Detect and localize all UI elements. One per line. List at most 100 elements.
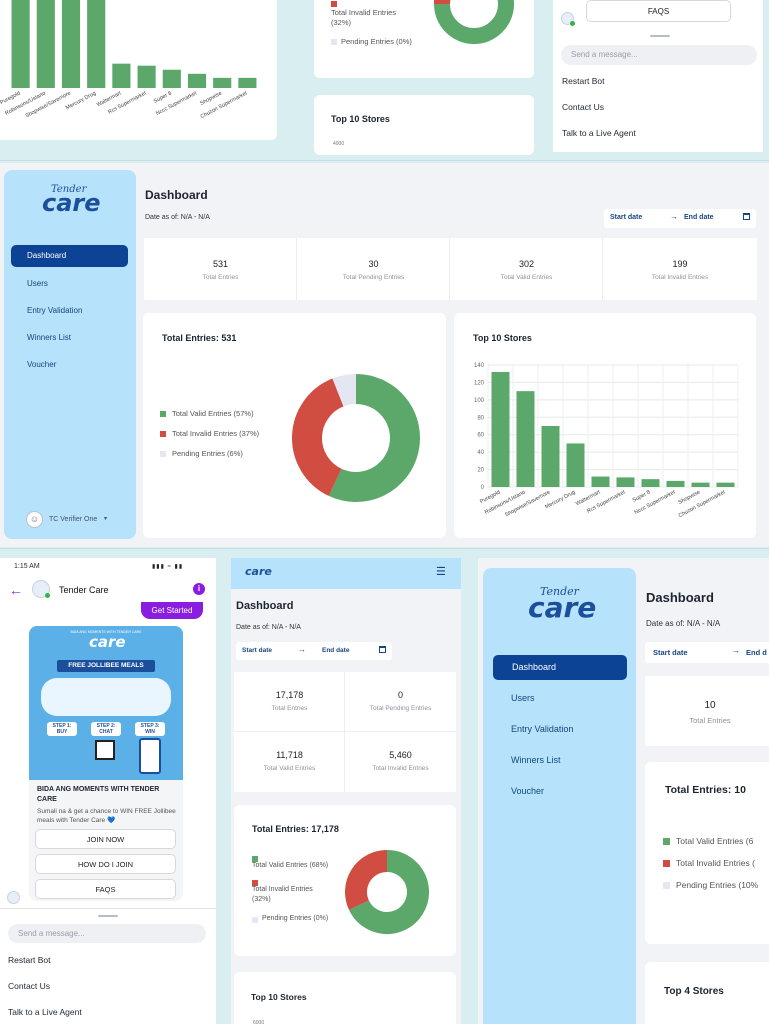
brand-logo: care xyxy=(245,565,272,578)
donut-panel: Total Entries: 10 Total Valid Entries (6… xyxy=(645,762,769,944)
donut-slice xyxy=(349,850,429,934)
x-tick-label: Shopwise/Savemore xyxy=(25,90,72,119)
legend-pending: Pending Entries (10% xyxy=(663,880,758,890)
sidebar: Tender care Dashboard Users Entry Valida… xyxy=(483,568,636,1024)
nav-voucher[interactable]: Voucher xyxy=(27,360,57,369)
stat-value: 30 xyxy=(368,259,379,269)
page-title: Dashboard xyxy=(145,188,208,202)
chevron-down-icon[interactable]: ▾ xyxy=(104,516,108,522)
stat-value: 5,460 xyxy=(389,750,412,760)
legend-pending-label: Pending Entries (0%) xyxy=(262,915,329,922)
nav-voucher[interactable]: Voucher xyxy=(511,786,545,796)
date-range-picker[interactable]: Start date → End date xyxy=(236,642,392,660)
top-donut-panel: Total Invalid Entries (32%) Pending Entr… xyxy=(314,0,534,78)
hamburger-menu-icon[interactable]: ☰ xyxy=(436,566,446,578)
menu-live-agent[interactable]: Talk to a Live Agent xyxy=(8,1007,82,1017)
bar xyxy=(541,426,560,487)
x-tick-label: Chuzon Supermarket xyxy=(678,489,727,519)
menu-contact-us[interactable]: Contact Us xyxy=(562,102,605,112)
bar xyxy=(213,77,232,88)
promo-card: BIDA ANG MOMENTS WITH TENDER CARE care F… xyxy=(29,626,183,901)
stat-label: Total Valid Entries xyxy=(500,274,553,281)
legend-swatch-invalid xyxy=(663,860,670,868)
end-date-input[interactable]: End d xyxy=(746,648,767,657)
start-date-input[interactable]: Start date xyxy=(610,214,643,221)
calendar-icon[interactable] xyxy=(379,646,386,653)
stat-label: Total Entries xyxy=(271,705,308,712)
user-name[interactable]: TC Verifier One xyxy=(49,516,98,523)
menu-restart-bot[interactable]: Restart Bot xyxy=(8,955,51,965)
message-input[interactable]: Send a message... xyxy=(8,924,206,943)
info-icon[interactable]: i xyxy=(193,583,205,595)
menu-restart-bot[interactable]: Restart Bot xyxy=(562,76,605,86)
stat-label: Total Valid Entries xyxy=(263,765,316,772)
donut-panel: Total Entries: 531 Total Valid Entries (… xyxy=(143,313,446,538)
stat-valid-entries: 302 Total Valid Entries xyxy=(450,238,603,300)
how-do-i-join-button[interactable]: HOW DO I JOIN xyxy=(35,854,176,874)
join-now-button[interactable]: JOIN NOW xyxy=(35,829,176,849)
y-tick-label: 40 xyxy=(477,450,484,456)
date-range-picker[interactable]: Start date → End d xyxy=(645,642,769,663)
top-bar-chart-panel: Puregold Robinsons/Ustano Shopwise/Savemor… xyxy=(0,0,277,140)
nav-users[interactable]: Users xyxy=(27,279,48,288)
end-date-input[interactable]: End date xyxy=(684,214,714,221)
start-date-input[interactable]: Start date xyxy=(242,647,272,654)
bot-online-dot xyxy=(45,593,50,598)
bot-avatar xyxy=(7,891,20,904)
donut-slice xyxy=(328,374,420,502)
arrow-right-icon: → xyxy=(731,645,740,655)
nav-winners-list[interactable]: Winners List xyxy=(27,333,72,342)
sheet-handle xyxy=(98,915,118,917)
faqs-button[interactable]: FAQS xyxy=(586,0,731,22)
donut-chart xyxy=(292,374,420,502)
menu-live-agent[interactable]: Talk to a Live Agent xyxy=(562,128,636,138)
stat-invalid-entries: 199 Total Invalid Entries xyxy=(603,238,757,300)
bar xyxy=(641,479,660,487)
invalid-legend-square xyxy=(331,1,337,7)
back-arrow-icon[interactable]: ← xyxy=(9,582,23,598)
legend-swatch-valid xyxy=(663,838,670,846)
card-description: Sumali na & get a chance to WIN FREE Jol… xyxy=(37,808,176,824)
date-as-of: Date as of: N/A - N/A xyxy=(236,624,301,631)
stat-label: Total Entries xyxy=(202,274,239,281)
donut-panel: Total Entries: 17,178 Total Valid Entrie… xyxy=(234,805,456,956)
stat-value: 0 xyxy=(397,690,403,700)
nav-users[interactable]: Users xyxy=(511,693,535,703)
legend-valid-label: Total Valid Entries (57%) xyxy=(172,409,254,418)
y-tick-label: 100 xyxy=(474,398,485,404)
nav-dashboard[interactable]: Dashboard xyxy=(11,245,128,267)
nav-entry-validation[interactable]: Entry Validation xyxy=(511,724,574,734)
phone-chat-screen: 1:15 AM ▮▮▮ ≈ ▮▮ ← Tender Care i Get Sta… xyxy=(0,558,216,1024)
stat-label: Total Invalid Entries xyxy=(372,765,429,772)
bar xyxy=(112,63,131,88)
menu-contact-us[interactable]: Contact Us xyxy=(8,981,51,991)
stat-label: Total Invalid Entries xyxy=(651,274,709,281)
calendar-icon[interactable] xyxy=(743,213,750,220)
bar xyxy=(691,482,710,487)
nav-winners-list[interactable]: Winners List xyxy=(511,755,561,765)
date-range-picker[interactable]: Start date → End date xyxy=(604,209,756,228)
faqs-button[interactable]: FAQS xyxy=(35,879,176,899)
page-title: Dashboard xyxy=(646,590,714,605)
y-tick-label: 140 xyxy=(474,363,485,369)
bot-online-dot xyxy=(570,21,575,26)
stat-total-entries: 17,178 Total Entries xyxy=(234,672,345,732)
top-donut xyxy=(433,0,514,44)
bar-chart-panel: Top 10 Stores 6000 xyxy=(234,972,456,1024)
arrow-right-icon: → xyxy=(670,212,678,221)
donut-title: Total Entries: 10 xyxy=(665,784,746,796)
donut-slice xyxy=(345,850,388,910)
nav-entry-validation[interactable]: Entry Validation xyxy=(27,306,83,315)
stat-valid-entries: 11,718 Total Valid Entries xyxy=(234,732,345,792)
status-icons: ▮▮▮ ≈ ▮▮ xyxy=(152,564,184,570)
nav-dashboard[interactable]: Dashboard xyxy=(493,655,627,680)
legend-swatch-valid xyxy=(252,856,258,862)
end-date-input[interactable]: End date xyxy=(322,647,350,654)
message-input[interactable]: Send a message... xyxy=(561,45,757,65)
bar xyxy=(491,371,510,487)
start-date-input[interactable]: Start date xyxy=(653,648,688,657)
bar xyxy=(36,0,55,88)
stat-value: 11,718 xyxy=(276,750,303,760)
bar-chart-title: Top 10 Stores xyxy=(473,333,532,343)
date-as-of: Date as of: N/A - N/A xyxy=(145,214,210,221)
